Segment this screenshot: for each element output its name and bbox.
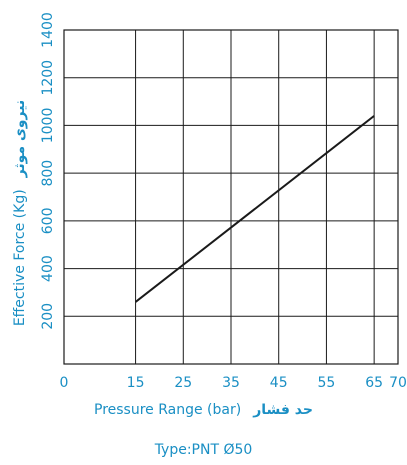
y-axis-label-fa: نیروی موثر xyxy=(12,99,28,178)
x-tick-label: 65 xyxy=(365,375,383,391)
x-tick-label: 70 xyxy=(389,375,407,391)
y-tick-label: 200 xyxy=(40,303,56,330)
x-tick-label: 55 xyxy=(318,375,336,391)
y-tick-label: 1000 xyxy=(40,108,56,144)
y-tick-label: 1200 xyxy=(40,60,56,96)
y-tick-label: 400 xyxy=(40,255,56,282)
chart-caption: Type:PNT Ø50 xyxy=(154,442,253,458)
x-axis-label-en: Pressure Range (bar) xyxy=(94,402,242,418)
x-tick-label: 45 xyxy=(270,375,288,391)
y-tick-label: 1400 xyxy=(40,12,56,48)
x-axis-label-fa: حد فشار xyxy=(253,402,313,418)
x-tick-label: 25 xyxy=(174,375,192,391)
y-axis-label-en: Effective Force (Kg) xyxy=(12,189,28,327)
x-tick-label: 0 xyxy=(60,375,69,391)
y-tick-label: 600 xyxy=(40,207,56,234)
y-tick-label: 800 xyxy=(40,160,56,187)
plot-frame xyxy=(63,29,399,365)
y-axis-label: Effective Force (Kg) نیروی موثر xyxy=(12,100,28,326)
x-axis-label: Pressure Range (bar) حد فشار xyxy=(0,402,407,418)
x-tick-label: 35 xyxy=(222,375,240,391)
x-tick-label: 15 xyxy=(127,375,145,391)
series-line xyxy=(134,115,375,303)
